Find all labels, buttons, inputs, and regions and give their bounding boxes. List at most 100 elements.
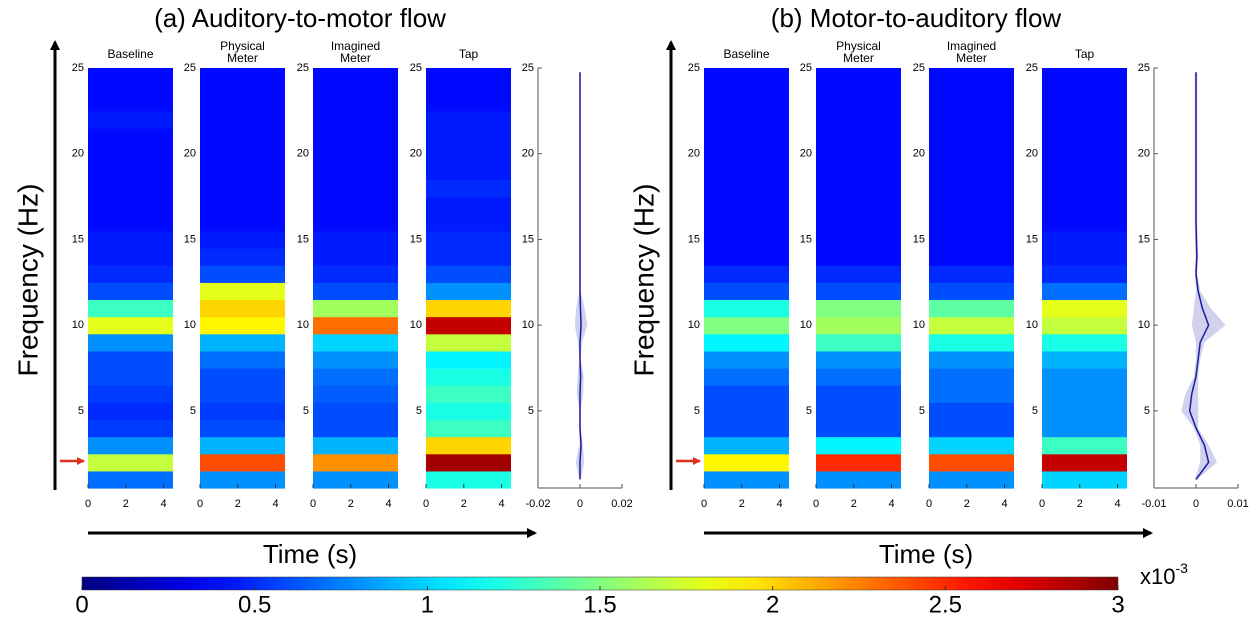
subplot-title-line: Meter bbox=[227, 51, 258, 65]
heat-cell bbox=[426, 93, 511, 112]
heat-cell bbox=[426, 419, 511, 438]
heat-cell bbox=[88, 230, 173, 249]
heat-cell bbox=[426, 162, 511, 181]
y-tick-label: 5 bbox=[303, 405, 309, 417]
heat-cell bbox=[704, 145, 789, 163]
heat-cell bbox=[88, 265, 173, 283]
heat-cell bbox=[1042, 333, 1127, 352]
heat-cell bbox=[816, 196, 901, 215]
y-tick-label: 15 bbox=[913, 233, 925, 245]
heat-cell bbox=[88, 145, 173, 163]
subplot-title: Baseline bbox=[107, 47, 153, 61]
heat-cell bbox=[1042, 68, 1127, 78]
heat-cell bbox=[426, 265, 511, 283]
heat-cell bbox=[426, 213, 511, 232]
heat-cell bbox=[313, 248, 398, 266]
y-tick-label: 10 bbox=[688, 319, 700, 331]
heat-cell bbox=[200, 76, 285, 95]
x-tick-label: 2 bbox=[1077, 498, 1083, 510]
x-tick-label: 2 bbox=[235, 498, 241, 510]
subplot-title-line: Baseline bbox=[107, 47, 153, 61]
subplot-title: Tap bbox=[459, 47, 479, 61]
heat-cell bbox=[816, 436, 901, 455]
y-tick-label: 5 bbox=[806, 405, 812, 417]
heat-cell bbox=[816, 162, 901, 181]
heat-cell bbox=[816, 402, 901, 421]
heat-cell bbox=[1042, 230, 1127, 249]
heat-cell bbox=[1042, 213, 1127, 232]
x-tick-label: 2 bbox=[739, 498, 745, 510]
x-tick-label: -0.01 bbox=[1141, 498, 1166, 510]
y-tick-label: 25 bbox=[800, 62, 812, 74]
heat-cell bbox=[88, 213, 173, 232]
y-tick-label: 25 bbox=[410, 62, 422, 74]
heat-cell bbox=[426, 316, 511, 335]
heat-cell bbox=[704, 196, 789, 215]
y-tick-label: 15 bbox=[1138, 233, 1150, 245]
heat-cell bbox=[200, 213, 285, 232]
heat-cell bbox=[313, 265, 398, 283]
y-tick-label: 10 bbox=[800, 319, 812, 331]
heat-cell bbox=[426, 145, 511, 163]
y-tick-label: 10 bbox=[522, 319, 534, 331]
heat-cell bbox=[313, 179, 398, 198]
heat-cell bbox=[816, 179, 901, 198]
heat-cell bbox=[200, 350, 285, 369]
y-tick-label: 20 bbox=[184, 148, 196, 160]
heat-cell bbox=[1042, 299, 1127, 318]
heat-cell bbox=[88, 68, 173, 78]
heat-cell bbox=[200, 282, 285, 301]
x-tick-label: 0 bbox=[85, 498, 91, 510]
heat-cell bbox=[929, 299, 1014, 318]
colorbar-tick-label: 0.5 bbox=[238, 591, 271, 618]
heat-cell bbox=[88, 385, 173, 403]
heat-cell bbox=[1042, 196, 1127, 215]
heat-cell bbox=[816, 368, 901, 386]
y-tick-label: 15 bbox=[410, 233, 422, 245]
x-tick-label: 0 bbox=[197, 498, 203, 510]
heat-cell bbox=[426, 402, 511, 421]
heat-cell bbox=[200, 128, 285, 146]
heat-cell bbox=[704, 230, 789, 249]
y-tick-label: 20 bbox=[72, 148, 84, 160]
y-tick-label: 20 bbox=[410, 148, 422, 160]
y-tick-label: 5 bbox=[190, 405, 196, 417]
heat-cell bbox=[816, 316, 901, 335]
heat-cell bbox=[88, 316, 173, 335]
heat-cell bbox=[704, 333, 789, 352]
heat-cell bbox=[313, 470, 398, 489]
heat-cell bbox=[200, 93, 285, 112]
heat-cell bbox=[426, 350, 511, 369]
heat-cell bbox=[88, 402, 173, 421]
heat-cell bbox=[1042, 470, 1127, 489]
heat-cell bbox=[929, 453, 1014, 472]
x-tick-label: 4 bbox=[385, 498, 391, 510]
colorbar-tick-label: 0 bbox=[75, 591, 88, 618]
heat-cell bbox=[816, 282, 901, 301]
y-axis-label: Frequency (Hz) bbox=[12, 184, 43, 377]
colorbar-tick-label: 1.5 bbox=[583, 591, 616, 618]
y-tick-label: 20 bbox=[800, 148, 812, 160]
heat-cell bbox=[929, 402, 1014, 421]
heat-cell bbox=[200, 179, 285, 198]
x-tick-label: 0 bbox=[701, 498, 707, 510]
heat-cell bbox=[929, 248, 1014, 266]
heat-cell bbox=[1042, 76, 1127, 95]
x-tick-label: 4 bbox=[1001, 498, 1007, 510]
heat-cell bbox=[313, 350, 398, 369]
x-tick-label: 0 bbox=[577, 498, 583, 510]
x-axis-label: Time (s) bbox=[879, 539, 973, 569]
x-tick-label: 0 bbox=[423, 498, 429, 510]
y-tick-label: 20 bbox=[297, 148, 309, 160]
colorbar-tick-label: 2.5 bbox=[929, 591, 962, 618]
subplot-title-line: Imagined bbox=[331, 39, 380, 53]
y-tick-label: 25 bbox=[1026, 62, 1038, 74]
heat-cell bbox=[816, 470, 901, 489]
subplot-title-line: Tap bbox=[459, 47, 479, 61]
heat-cell bbox=[704, 402, 789, 421]
heat-cell bbox=[88, 419, 173, 438]
heat-cell bbox=[929, 350, 1014, 369]
subplot-title: Imagined Meter bbox=[947, 39, 996, 65]
heat-cell bbox=[88, 470, 173, 489]
